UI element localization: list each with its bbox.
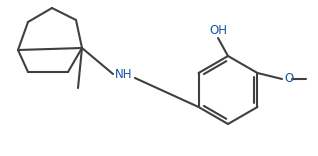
Text: O: O [284, 73, 293, 85]
Text: NH: NH [115, 68, 133, 80]
Text: OH: OH [209, 24, 227, 37]
